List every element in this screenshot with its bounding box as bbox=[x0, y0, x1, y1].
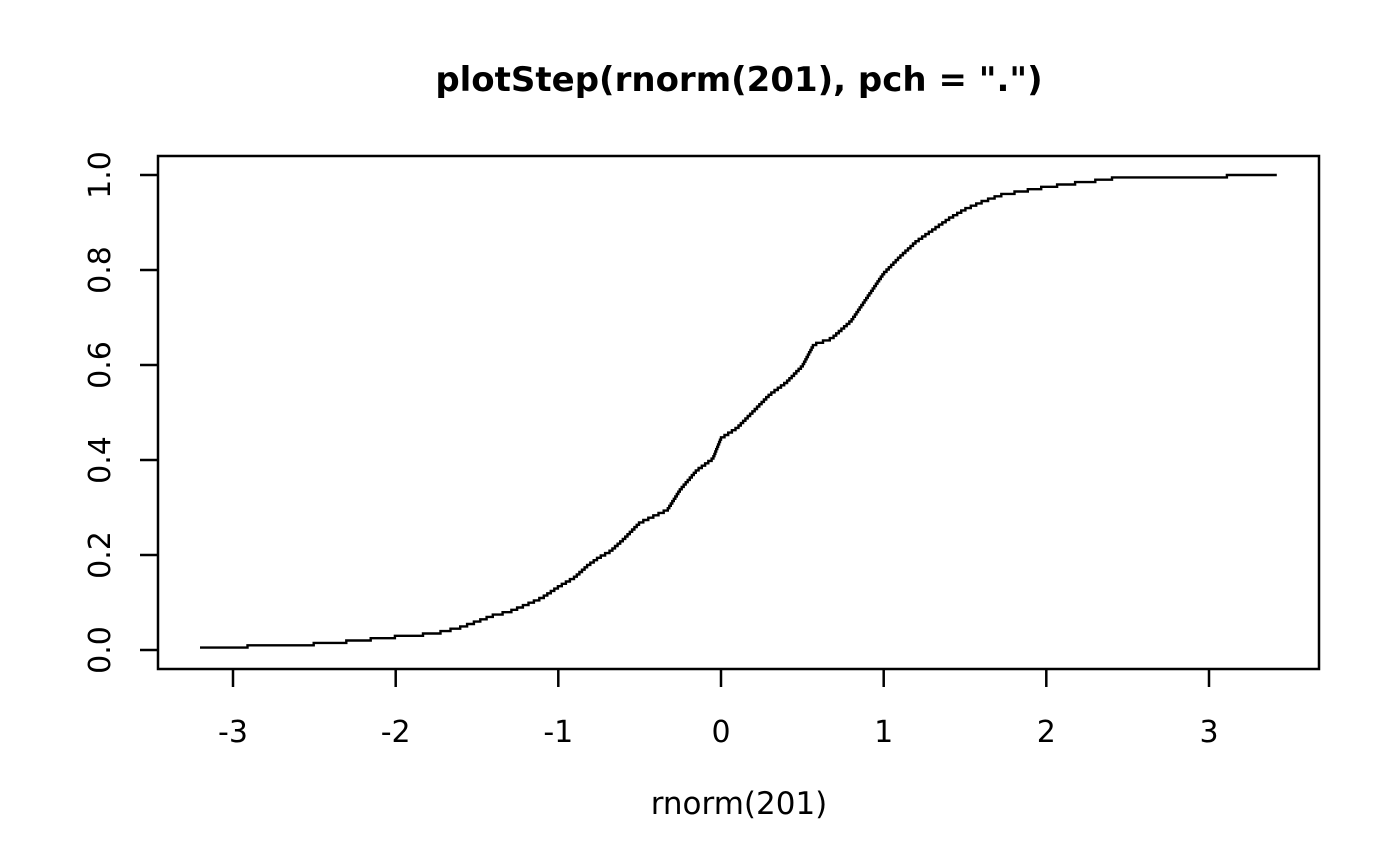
y-tick-label: 0.6 bbox=[83, 341, 118, 389]
x-tick-label: -1 bbox=[543, 715, 573, 750]
y-tick-label: 0.4 bbox=[83, 436, 118, 484]
y-tick-label: 1.0 bbox=[83, 151, 118, 199]
x-axis: -3 -2 -1 0 1 2 3 bbox=[218, 669, 1219, 750]
x-tick-label: 2 bbox=[1037, 715, 1056, 750]
chart-title: plotStep(rnorm(201), pch = ".") bbox=[435, 60, 1042, 100]
y-axis: 0.0 0.2 0.4 0.6 0.8 1.0 bbox=[83, 151, 158, 674]
x-axis-label: rnorm(201) bbox=[651, 786, 828, 822]
y-tick-label: 0.2 bbox=[83, 531, 118, 579]
ecdf-step-line bbox=[200, 173, 1277, 649]
x-tick-label: -2 bbox=[381, 715, 411, 750]
x-tick-label: -3 bbox=[218, 715, 248, 750]
x-tick-label: 1 bbox=[874, 715, 893, 750]
x-tick-label: 3 bbox=[1199, 715, 1218, 750]
plot-border-box bbox=[156, 154, 1321, 671]
x-tick-label: 0 bbox=[711, 715, 730, 750]
y-tick-label: 0.8 bbox=[83, 246, 118, 294]
y-tick-label: 0.0 bbox=[83, 626, 118, 674]
